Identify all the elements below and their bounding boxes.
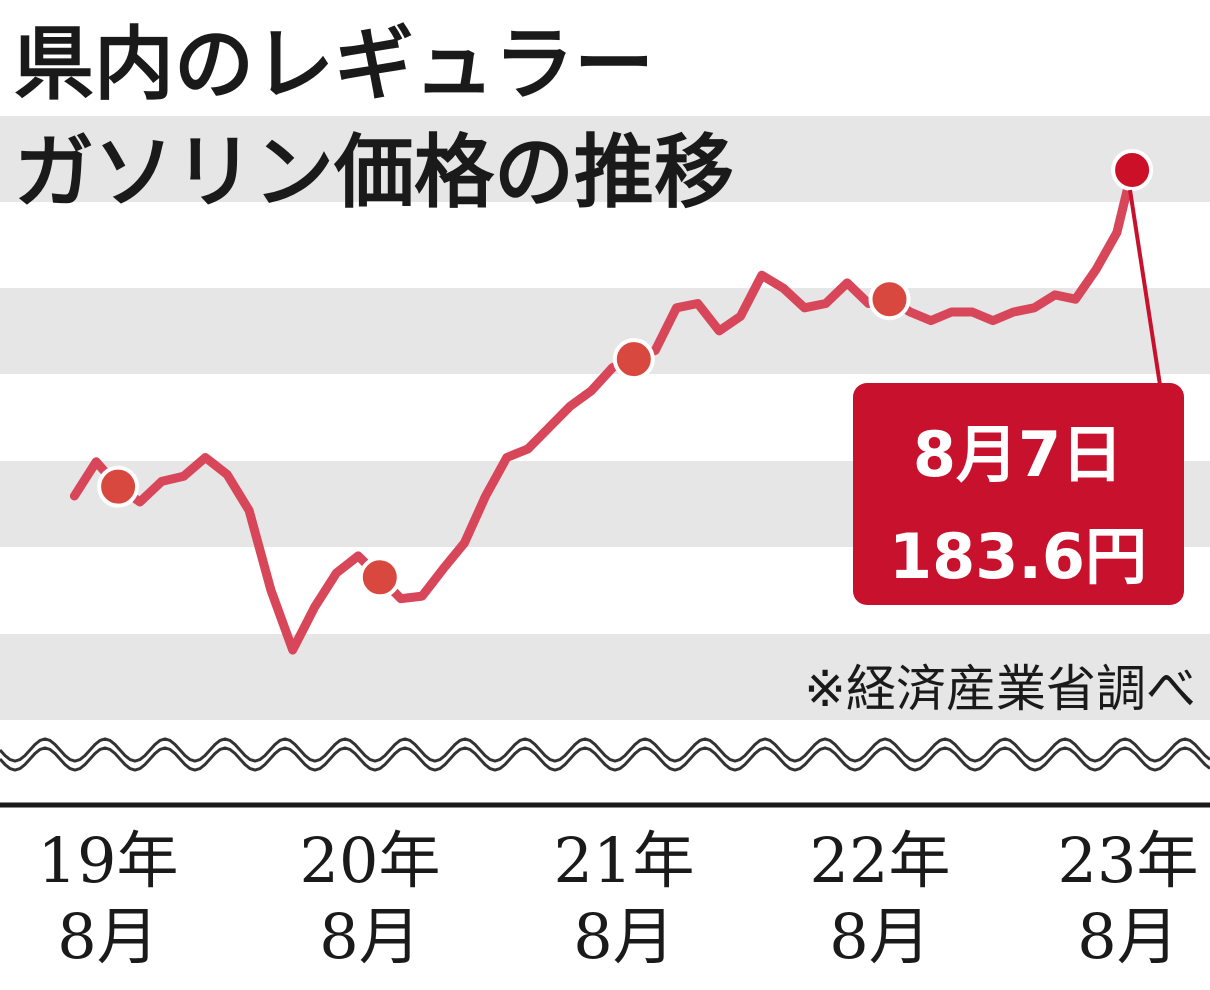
chart-title-line1: 県内のレギュラー xyxy=(14,18,654,111)
source-note: ※経済産業省調べ xyxy=(804,660,1196,718)
callout-date: 8月7日 xyxy=(913,418,1123,491)
latest-value-callout: 8月7日 183.6円 xyxy=(853,189,1184,605)
grid-band xyxy=(0,288,1210,374)
series-layer xyxy=(69,165,1137,655)
chart-title-line2: ガソリン価格の推移 xyxy=(14,126,734,219)
annual-point-marker xyxy=(612,338,655,381)
x-tick-year-label: 19年 xyxy=(38,824,179,897)
axis-break-icon xyxy=(0,737,1210,772)
grid-band xyxy=(0,634,1210,720)
x-tick-month-label: 8月 xyxy=(1077,900,1178,973)
marker-layer xyxy=(97,149,1154,599)
grid-band xyxy=(0,116,1210,202)
x-tick-month-label: 8月 xyxy=(57,900,158,973)
price-series-line xyxy=(69,165,1137,655)
x-tick-year-label: 22年 xyxy=(810,824,951,897)
x-tick-year-label: 21年 xyxy=(554,824,695,897)
callout-box xyxy=(853,383,1184,605)
x-tick-year-label: 20年 xyxy=(300,824,441,897)
x-tick-month-label: 8月 xyxy=(319,900,420,973)
x-tick-year-label: 23年 xyxy=(1058,824,1199,897)
callout-value: 183.6円 xyxy=(889,520,1147,593)
axis-break-wave xyxy=(0,746,1210,772)
annual-point-marker xyxy=(868,278,911,321)
x-tick-month-label: 8月 xyxy=(829,900,930,973)
annual-point-marker xyxy=(358,556,401,599)
axis-break-wave xyxy=(0,737,1210,763)
callout-leader-line xyxy=(1128,189,1162,386)
annual-point-marker xyxy=(97,465,140,508)
latest-point-marker xyxy=(1111,149,1154,191)
x-tick-month-label: 8月 xyxy=(573,900,674,973)
